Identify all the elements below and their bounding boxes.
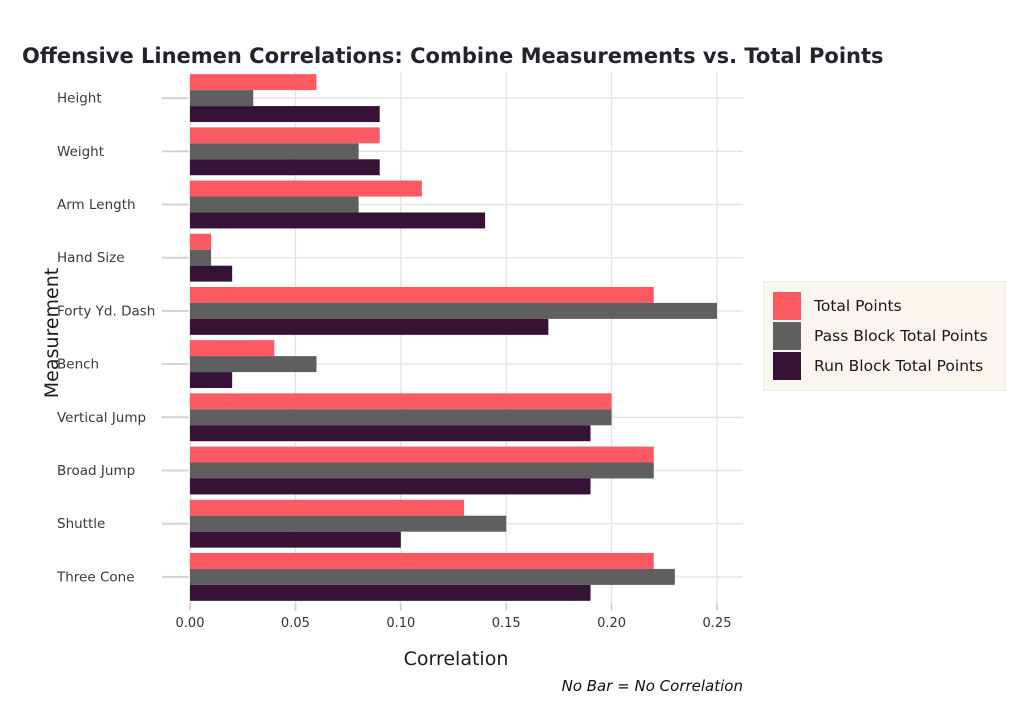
x-tick-label: 0.25 <box>703 616 732 631</box>
bar-pass-block-total-points-vertical-jump <box>190 409 612 426</box>
bar-pass-block-total-points-hand-size <box>190 249 212 266</box>
y-tick-label: Arm Length <box>57 197 136 213</box>
x-tick-label: 0.05 <box>281 616 310 631</box>
bar-total-points-forty-yd-dash <box>190 286 654 303</box>
bar-pass-block-total-points-broad-jump <box>190 462 654 479</box>
x-tick-label: 0.15 <box>492 616 521 631</box>
bar-pass-block-total-points-forty-yd-dash <box>190 302 717 319</box>
chart-title: Offensive Linemen Correlations: Combine … <box>22 44 884 69</box>
y-tick-label: Weight <box>57 144 104 160</box>
legend: Total Points Pass Block Total Points Run B… <box>763 281 1006 391</box>
y-tick-label: Broad Jump <box>57 463 135 479</box>
x-tick-label: 0.10 <box>386 616 415 631</box>
bar-total-points-shuttle <box>190 499 465 516</box>
x-tick-label: 0.00 <box>176 616 205 631</box>
legend-key-swatch <box>773 322 801 350</box>
y-tick-label: Height <box>57 91 102 107</box>
legend-item-label: Run Block Total Points <box>814 357 984 375</box>
bar-total-points-arm-length <box>190 180 422 197</box>
bar-run-block-total-points-shuttle <box>190 531 401 548</box>
bar-run-block-total-points-weight <box>190 159 380 176</box>
y-tick-label: Bench <box>57 357 99 373</box>
bar-total-points-bench <box>190 340 275 357</box>
bar-total-points-broad-jump <box>190 446 654 463</box>
legend-item-label: Total Points <box>814 297 902 315</box>
bar-run-block-total-points-forty-yd-dash <box>190 318 549 335</box>
x-tick-label: 0.20 <box>597 616 626 631</box>
bar-pass-block-total-points-bench <box>190 356 317 373</box>
y-tick-label: Shuttle <box>57 516 105 532</box>
legend-item-label: Pass Block Total Points <box>814 327 988 345</box>
legend-key-swatch <box>773 352 801 380</box>
bar-run-block-total-points-bench <box>190 372 233 389</box>
bar-run-block-total-points-broad-jump <box>190 478 591 495</box>
legend-item-total-points: Total Points <box>773 292 995 320</box>
y-tick-label: Vertical Jump <box>57 410 146 426</box>
bar-run-block-total-points-height <box>190 106 380 123</box>
bar-total-points-height <box>190 74 317 91</box>
bar-pass-block-total-points-shuttle <box>190 515 507 532</box>
y-axis-title: Measurement <box>41 267 63 399</box>
bar-run-block-total-points-vertical-jump <box>190 425 591 442</box>
bar-run-block-total-points-hand-size <box>190 265 233 282</box>
bar-pass-block-total-points-three-cone <box>190 568 675 585</box>
bar-total-points-vertical-jump <box>190 393 612 410</box>
y-tick-label: Three Cone <box>56 569 135 585</box>
legend-item-run-block-total-points: Run Block Total Points <box>773 352 995 380</box>
y-tick-label: Forty Yd. Dash <box>57 303 155 319</box>
bar-pass-block-total-points-height <box>190 90 254 107</box>
bar-run-block-total-points-arm-length <box>190 212 486 229</box>
bar-run-block-total-points-three-cone <box>190 584 591 601</box>
bar-pass-block-total-points-arm-length <box>190 196 359 213</box>
bar-pass-block-total-points-weight <box>190 143 359 160</box>
legend-key-swatch <box>773 292 801 320</box>
bar-total-points-weight <box>190 127 380 144</box>
bar-total-points-hand-size <box>190 233 212 250</box>
y-tick-label: Hand Size <box>57 250 125 266</box>
x-axis-title: Correlation <box>403 648 509 670</box>
bar-total-points-three-cone <box>190 552 654 569</box>
chart-note: No Bar = No Correlation <box>561 677 743 695</box>
legend-item-pass-block-total-points: Pass Block Total Points <box>773 322 995 350</box>
